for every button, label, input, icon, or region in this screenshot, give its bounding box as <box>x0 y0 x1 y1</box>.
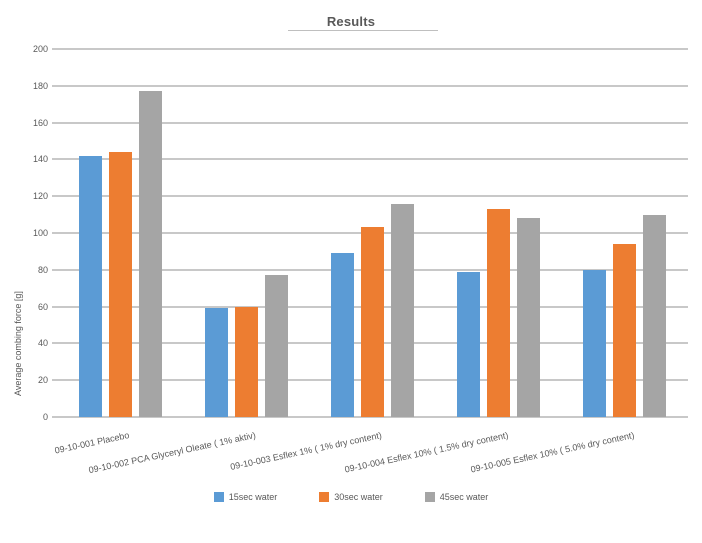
y-tick-label: 120 <box>32 191 48 202</box>
legend-label: 45sec water <box>439 492 489 502</box>
legend-swatch-icon <box>319 492 330 502</box>
bar-45sec-water <box>517 218 541 417</box>
y-tick-label: 80 <box>37 264 48 275</box>
y-tick-label: 20 <box>37 375 48 386</box>
x-category-label: 09-10-001 Placebo <box>53 430 131 456</box>
x-axis-line <box>52 416 688 418</box>
y-tick-label: 40 <box>37 338 48 349</box>
chart-title: Results <box>326 14 376 29</box>
y-tick-label: 100 <box>32 228 48 238</box>
y-tick-label: 60 <box>37 301 48 312</box>
legend: 15sec water 30sec water 45sec water <box>0 492 702 502</box>
bar-30sec-water <box>108 152 132 417</box>
bar-30sec-water <box>361 227 384 417</box>
bar-45sec-water <box>391 203 414 417</box>
bar-15sec-water <box>457 271 481 417</box>
y-tick-label: 180 <box>32 80 48 91</box>
bar-30sec-water <box>234 306 258 417</box>
y-tick-label: 0 <box>42 412 48 422</box>
title-underline <box>288 30 438 31</box>
y-tick-label: 140 <box>32 154 48 165</box>
gridline <box>52 84 688 87</box>
gridline <box>52 158 688 161</box>
legend-swatch-icon <box>213 492 224 502</box>
bar-45sec-water <box>643 214 667 417</box>
y-tick-label: 160 <box>32 117 48 128</box>
bar-15sec-water <box>78 155 102 417</box>
legend-label: 30sec water <box>334 492 383 502</box>
bar-15sec-water <box>583 269 607 417</box>
bar-15sec-water <box>204 308 228 417</box>
legend-label: 15sec water <box>228 492 278 502</box>
legend-item: 15sec water <box>213 492 278 502</box>
bar-15sec-water <box>331 253 354 417</box>
legend-item: 30sec water <box>319 492 383 502</box>
legend-item: 45sec water <box>424 492 489 502</box>
bar-45sec-water <box>264 275 288 417</box>
gridline <box>52 121 688 124</box>
y-tick-label: 200 <box>32 44 48 54</box>
legend-swatch-icon <box>424 492 435 502</box>
bar-45sec-water <box>138 91 162 417</box>
bar-30sec-water <box>613 244 637 417</box>
bar-30sec-water <box>487 209 511 417</box>
gridline <box>52 48 688 50</box>
gridline <box>52 195 688 198</box>
